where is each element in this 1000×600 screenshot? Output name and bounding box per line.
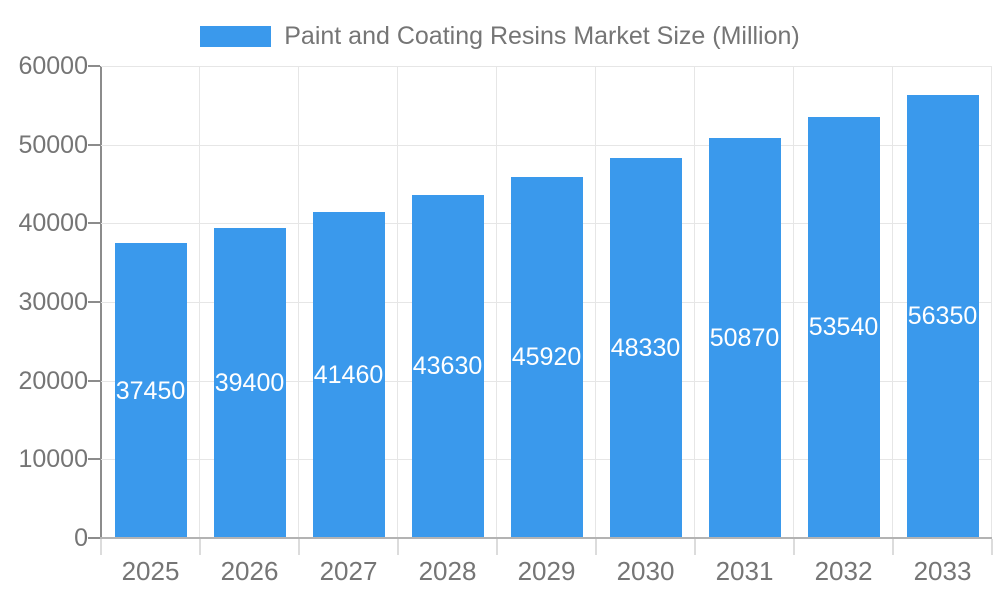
x-axis-tick xyxy=(496,539,498,555)
bar-2033[interactable] xyxy=(906,94,979,538)
bar-2031[interactable] xyxy=(708,137,781,538)
bar-2028[interactable] xyxy=(411,194,484,538)
x-axis-tick xyxy=(793,539,795,555)
x-axis-tick xyxy=(397,539,399,555)
y-tick-label: 10000 xyxy=(18,445,88,474)
y-axis-tick xyxy=(88,301,100,303)
bar-2029[interactable] xyxy=(510,176,583,538)
y-axis-tick xyxy=(88,65,100,67)
v-gridline xyxy=(694,66,695,538)
v-gridline xyxy=(892,66,893,538)
v-gridline xyxy=(199,66,200,538)
bar-2027[interactable] xyxy=(312,211,385,538)
x-tick-label: 2028 xyxy=(418,556,477,586)
v-gridline xyxy=(397,66,398,538)
v-gridline xyxy=(793,66,794,538)
x-axis-tick xyxy=(694,539,696,555)
bar-2025[interactable] xyxy=(114,243,187,538)
y-tick-label: 60000 xyxy=(18,52,88,80)
x-tick-label: 2025 xyxy=(121,556,180,586)
x-tick-label: 2027 xyxy=(319,556,378,586)
y-axis-tick xyxy=(88,379,100,382)
v-gridline xyxy=(595,66,596,538)
plot-area: 37450 39400 41460 43630 45920 48330 50870 53540… xyxy=(88,65,993,586)
y-tick-label: 30000 xyxy=(18,288,88,316)
x-axis-tick xyxy=(100,539,102,555)
x-axis-tick xyxy=(991,539,993,555)
v-gridline xyxy=(496,66,497,538)
v-gridline xyxy=(991,66,992,538)
y-tick-label: 20000 xyxy=(18,366,88,395)
x-tick-label: 2026 xyxy=(220,556,279,586)
h-gridline xyxy=(101,144,992,146)
legend-label: Paint and Coating Resins Market Size (Mi… xyxy=(284,22,800,50)
v-gridline xyxy=(298,66,299,538)
y-tick-label: 0 xyxy=(74,524,88,552)
y-axis-tick xyxy=(88,537,100,539)
legend-item-market-size[interactable]: Paint and Coating Resins Market Size (Mi… xyxy=(200,22,800,51)
legend-color-swatch xyxy=(200,26,272,47)
x-axis-line xyxy=(100,537,992,539)
y-axis-tick xyxy=(88,458,100,461)
x-tick-label: 2031 xyxy=(715,556,774,586)
x-axis-tick xyxy=(892,539,894,555)
x-axis-tick xyxy=(199,539,201,555)
chart-legend: Paint and Coating Resins Market Size (Mi… xyxy=(0,22,1000,51)
x-axis-tick xyxy=(595,539,597,555)
bar-2032[interactable] xyxy=(807,116,880,538)
x-axis-tick xyxy=(298,539,300,555)
y-axis-tick xyxy=(88,143,100,146)
y-axis-tick xyxy=(88,222,100,225)
bar-2026[interactable] xyxy=(213,228,286,538)
x-tick-label: 2033 xyxy=(913,556,972,586)
x-tick-label: 2032 xyxy=(814,556,873,586)
y-tick-label: 50000 xyxy=(18,130,88,159)
x-tick-label: 2030 xyxy=(616,556,675,586)
y-tick-label: 40000 xyxy=(18,209,88,238)
bar-2030[interactable] xyxy=(609,157,682,538)
x-tick-label: 2029 xyxy=(517,556,576,586)
h-gridline xyxy=(101,66,992,67)
